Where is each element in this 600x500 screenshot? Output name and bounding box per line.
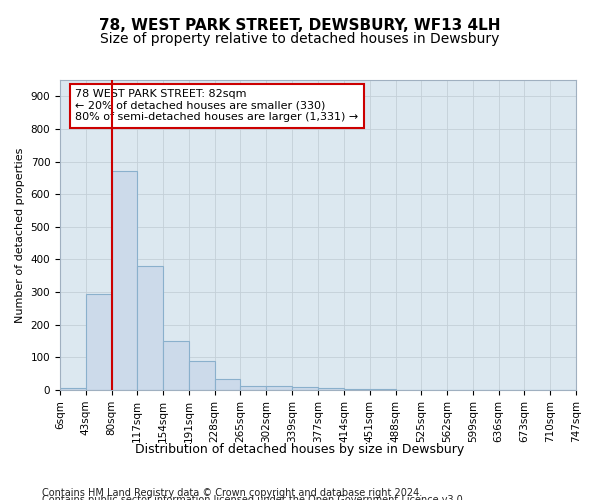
Text: 78, WEST PARK STREET, DEWSBURY, WF13 4LH: 78, WEST PARK STREET, DEWSBURY, WF13 4LH — [99, 18, 501, 32]
Y-axis label: Number of detached properties: Number of detached properties — [15, 148, 25, 322]
Bar — [137, 266, 163, 390]
Bar — [60, 388, 86, 390]
Bar — [241, 386, 266, 390]
Text: Contains HM Land Registry data © Crown copyright and database right 2024.: Contains HM Land Registry data © Crown c… — [42, 488, 422, 498]
Bar — [86, 294, 112, 390]
Text: 78 WEST PARK STREET: 82sqm
← 20% of detached houses are smaller (330)
80% of sem: 78 WEST PARK STREET: 82sqm ← 20% of deta… — [76, 90, 359, 122]
Text: Distribution of detached houses by size in Dewsbury: Distribution of detached houses by size … — [136, 442, 464, 456]
Bar — [189, 360, 215, 390]
Bar — [266, 386, 292, 390]
Bar — [163, 341, 189, 390]
Bar — [215, 378, 241, 390]
Text: Contains public sector information licensed under the Open Government Licence v3: Contains public sector information licen… — [42, 495, 466, 500]
Bar — [319, 388, 344, 390]
Bar — [292, 386, 319, 390]
Bar — [112, 172, 137, 390]
Bar — [344, 389, 370, 390]
Text: Size of property relative to detached houses in Dewsbury: Size of property relative to detached ho… — [100, 32, 500, 46]
